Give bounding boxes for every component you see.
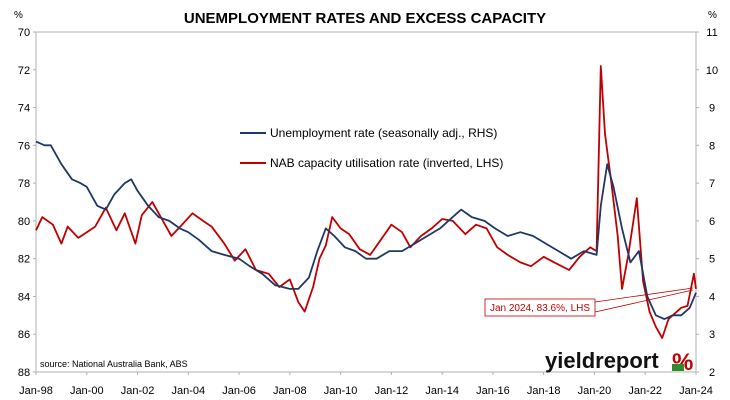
x-tick-label: Jan-14 xyxy=(425,385,459,397)
series-unemployment-line xyxy=(35,140,697,320)
left-tick-label: 82 xyxy=(18,254,30,266)
x-tick-label: Jan-20 xyxy=(578,385,612,397)
right-tick-label: 8 xyxy=(709,140,715,152)
right-tick-label: 11 xyxy=(706,27,717,39)
left-tick-label: 74 xyxy=(18,103,30,115)
right-tick-label: 3 xyxy=(709,329,715,341)
legend: Unemployment rate (seasonally adj., RHS)… xyxy=(240,126,503,170)
left-tick-label: 78 xyxy=(18,178,30,190)
annotation-text: Jan 2024, 83.6%, LHS xyxy=(490,303,590,314)
legend-label-capacity: NAB capacity utilisation rate (inverted,… xyxy=(270,156,503,170)
left-tick-label: 86 xyxy=(18,329,30,341)
x-tick-label: Jan-24 xyxy=(679,385,713,397)
left-axis-unit: % xyxy=(14,10,23,21)
source-note: source: National Australia Bank, ABS xyxy=(40,359,188,369)
x-tick-label: Jan-10 xyxy=(324,385,358,397)
brand-wordmark: yieldreport xyxy=(545,348,659,373)
left-tick-label: 84 xyxy=(18,291,30,303)
brand-percent-symbol: % xyxy=(672,349,693,376)
right-axis-unit: % xyxy=(708,10,717,21)
brand-accent-bar xyxy=(672,364,684,371)
left-tick-label: 80 xyxy=(18,216,30,228)
right-tick-label: 9 xyxy=(709,103,715,115)
x-tick-label: Jan-08 xyxy=(273,385,307,397)
left-tick-label: 72 xyxy=(18,65,30,77)
x-tick-label: Jan-04 xyxy=(171,385,205,397)
annotation-leader-1 xyxy=(594,287,694,303)
annotation: Jan 2024, 83.6%, LHS xyxy=(484,287,694,317)
x-axis: Jan-98 Jan-00 Jan-02 Jan-04 Jan-06 Jan-08 Jan-… xyxy=(19,372,713,397)
right-tick-label: 2 xyxy=(709,367,715,379)
right-tick-label: 6 xyxy=(709,216,715,228)
annotation-box xyxy=(484,298,596,317)
x-tick-label: Jan-98 xyxy=(19,385,53,397)
legend-label-unemployment: Unemployment rate (seasonally adj., RHS) xyxy=(270,126,497,140)
right-tick-label: 5 xyxy=(709,254,715,266)
left-axis: 70 72 74 76 78 80 82 84 86 88 xyxy=(18,27,36,379)
series-layer xyxy=(35,65,697,339)
right-tick-label: 4 xyxy=(709,291,715,303)
x-tick-label: Jan-22 xyxy=(628,385,662,397)
chart-title: UNEMPLOYMENT RATES AND EXCESS CAPACITY xyxy=(184,10,546,27)
x-tick-label: Jan-18 xyxy=(527,385,561,397)
right-tick-label: 7 xyxy=(709,178,715,190)
left-tick-label: 70 xyxy=(18,27,30,39)
annotation-leader-2 xyxy=(594,289,694,313)
right-axis: 11 10 9 8 7 6 5 4 3 2 xyxy=(696,27,718,379)
left-tick-label: 76 xyxy=(18,140,30,152)
brand-logo: yieldreport % xyxy=(545,348,693,376)
plot-area xyxy=(35,31,697,373)
x-tick-label: Jan-12 xyxy=(375,385,409,397)
x-tick-label: Jan-02 xyxy=(121,385,155,397)
x-tick-label: Jan-00 xyxy=(70,385,104,397)
x-tick-label: Jan-16 xyxy=(476,385,510,397)
right-tick-label: 10 xyxy=(706,65,718,77)
x-tick-label: Jan-06 xyxy=(222,385,256,397)
series-capacity-line xyxy=(35,65,697,339)
left-tick-label: 88 xyxy=(18,367,30,379)
